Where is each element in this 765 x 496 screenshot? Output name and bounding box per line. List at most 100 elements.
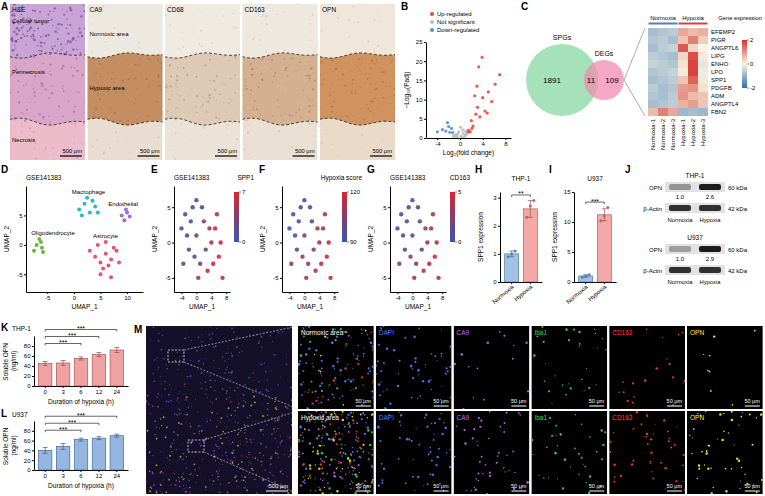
texture — [97, 82, 98, 83]
point — [200, 205, 204, 209]
texture — [289, 454, 291, 456]
texture — [280, 442, 282, 444]
texture — [156, 464, 158, 466]
tick-label: 0 — [459, 141, 463, 147]
texture — [360, 87, 361, 88]
tick-label: 0 — [44, 473, 48, 479]
texture — [100, 76, 101, 77]
cluster-label: Endothelial — [108, 201, 138, 207]
texture — [161, 349, 163, 351]
region-boundary — [165, 53, 240, 58]
panel-letter: B — [401, 1, 408, 12]
texture — [178, 422, 180, 424]
tick-mark — [334, 292, 335, 294]
texture — [276, 441, 277, 442]
tick-label: 1 — [493, 251, 497, 257]
texture — [37, 45, 39, 47]
texture — [309, 23, 311, 25]
point — [194, 233, 198, 237]
texture — [198, 337, 200, 339]
texture — [259, 341, 260, 342]
texture — [185, 491, 187, 493]
point — [406, 205, 410, 209]
texture — [235, 421, 236, 422]
texture — [32, 131, 34, 133]
texture — [136, 89, 137, 90]
error-cap — [96, 439, 101, 440]
texture — [353, 120, 354, 121]
texture — [65, 52, 67, 54]
texture — [224, 372, 225, 373]
texture — [186, 396, 188, 398]
texture — [212, 333, 214, 335]
texture — [255, 458, 256, 459]
axis: 020406080 — [24, 422, 35, 474]
texture — [218, 476, 220, 478]
tissue-region — [243, 4, 318, 58]
cell — [678, 44, 688, 52]
texture — [372, 63, 374, 65]
texture — [202, 459, 203, 460]
texture — [49, 71, 50, 72]
texture — [188, 336, 189, 337]
texture — [278, 332, 280, 334]
texture — [338, 79, 340, 81]
texture — [369, 110, 371, 112]
bar — [38, 450, 51, 470]
panel-letter: H — [475, 164, 482, 175]
texture — [161, 396, 162, 397]
texture — [185, 462, 187, 464]
texture — [206, 111, 208, 113]
point — [494, 83, 497, 86]
blot-membrane — [665, 182, 725, 192]
texture — [286, 83, 287, 84]
axis: 051015 — [564, 189, 575, 285]
texture — [27, 30, 29, 32]
texture — [368, 77, 370, 79]
row-label: PDGFB — [711, 85, 732, 91]
texture — [282, 413, 283, 414]
texture — [266, 23, 268, 25]
point — [429, 226, 433, 230]
point — [452, 134, 455, 137]
column-label: Hypoxia-3 — [700, 118, 706, 146]
texture — [190, 442, 192, 444]
texture — [373, 113, 374, 114]
texture — [230, 401, 232, 403]
texture — [149, 452, 151, 454]
texture — [215, 444, 216, 445]
tissue-region — [88, 53, 163, 125]
texture — [178, 409, 179, 410]
point — [109, 275, 113, 279]
texture — [112, 74, 114, 76]
point — [306, 262, 310, 266]
axis-title: Log₂(fold change) — [443, 149, 494, 157]
texture — [213, 360, 214, 361]
texture — [21, 27, 23, 29]
texture — [216, 75, 218, 77]
texture — [22, 33, 24, 35]
texture — [366, 117, 367, 118]
texture — [252, 420, 254, 422]
texture — [171, 91, 172, 92]
tick: -4 — [287, 292, 293, 301]
texture — [184, 491, 186, 493]
cell — [698, 92, 708, 100]
texture — [335, 68, 337, 70]
texture — [208, 334, 210, 336]
error-bar — [509, 251, 514, 257]
texture — [153, 359, 155, 361]
tick-label: 10 — [124, 295, 131, 301]
texture — [203, 127, 205, 129]
tick-label: 5 — [383, 205, 387, 211]
tick-label: 10 — [416, 97, 423, 103]
texture — [260, 60, 261, 61]
texture — [99, 98, 101, 100]
texture — [284, 59, 285, 60]
texture — [99, 63, 101, 65]
row-label: FBN2 — [711, 109, 727, 115]
texture — [43, 118, 45, 120]
texture — [76, 49, 78, 51]
texture — [326, 13, 327, 14]
texture — [260, 363, 261, 364]
